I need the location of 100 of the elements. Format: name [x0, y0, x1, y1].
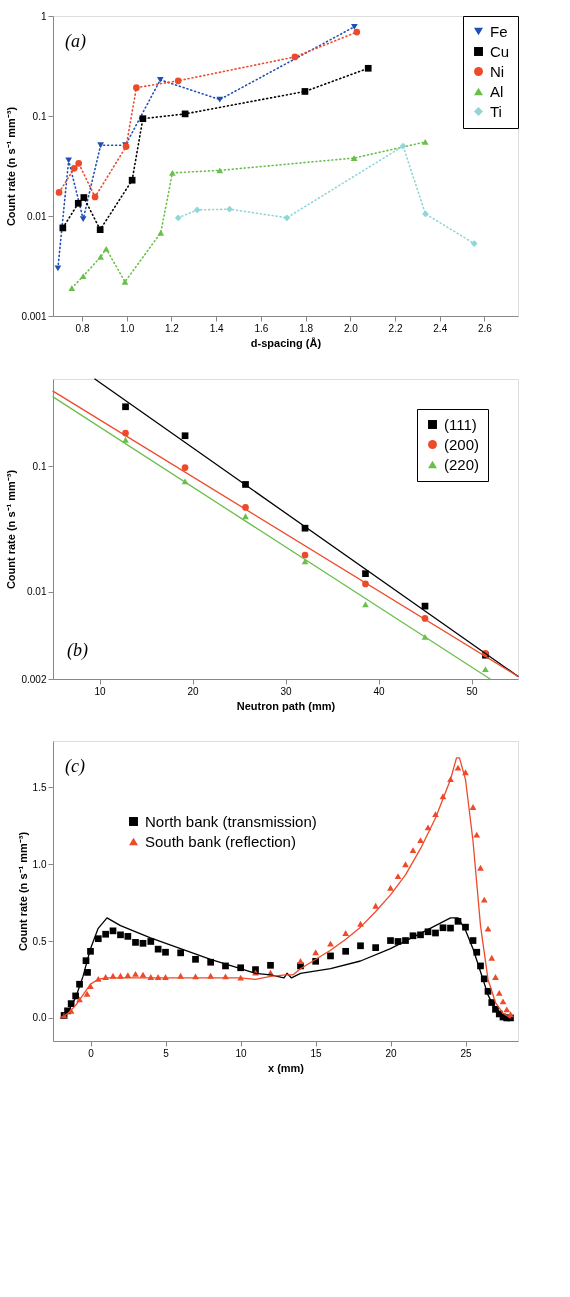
x-tick-label: 10 — [235, 1047, 247, 1059]
point — [147, 938, 155, 945]
y-tick-label: 1.5 — [32, 781, 47, 793]
y-axis-title: Count rate (n s⁻¹ mm⁻³) — [5, 469, 18, 590]
point — [154, 945, 162, 953]
x-tick-label: 1.6 — [254, 322, 269, 334]
point — [417, 837, 424, 843]
x-axis-title: d-spacing (Å) — [250, 336, 322, 349]
point — [80, 194, 88, 201]
annotation: (a) — [65, 31, 86, 52]
x-tick-label: 30 — [280, 685, 292, 697]
point — [157, 229, 165, 236]
y-axis-title: Count rate (n s⁻¹ mm⁻³) — [5, 106, 18, 227]
point — [226, 205, 233, 213]
point — [59, 224, 67, 232]
point — [94, 935, 102, 943]
point — [409, 847, 417, 853]
point — [55, 189, 63, 196]
point — [75, 160, 83, 167]
y-tick-label: 1.0 — [32, 858, 47, 870]
point — [350, 155, 358, 161]
point — [70, 164, 78, 172]
point — [122, 437, 129, 443]
point — [327, 952, 334, 960]
legend-label: (220) — [444, 455, 480, 473]
x-tick-label: 20 — [385, 1047, 397, 1059]
point — [91, 193, 99, 201]
x-axis-title: x (mm) — [267, 1061, 305, 1074]
point — [439, 924, 447, 932]
y-tick-label: 0.0 — [32, 1012, 47, 1024]
point — [470, 240, 478, 247]
x-tick-label: 5 — [163, 1047, 170, 1059]
y-tick-label: 1 — [40, 10, 47, 22]
point — [387, 884, 394, 891]
point — [495, 989, 503, 996]
point — [283, 214, 291, 222]
point — [480, 896, 488, 903]
point — [177, 949, 184, 957]
point — [109, 927, 117, 935]
point — [301, 551, 309, 559]
point — [139, 115, 147, 123]
point — [79, 273, 87, 280]
point — [372, 902, 379, 909]
point — [477, 864, 484, 871]
point — [364, 64, 372, 72]
point — [122, 403, 129, 411]
legend-label: Al — [490, 82, 504, 100]
point — [482, 666, 489, 672]
point — [402, 861, 409, 868]
point — [267, 961, 274, 969]
point — [117, 931, 124, 939]
point — [133, 84, 140, 92]
point — [387, 937, 394, 944]
x-tick-label: 40 — [373, 685, 385, 697]
point — [128, 176, 136, 184]
point — [54, 265, 62, 272]
point — [488, 954, 496, 961]
x-tick-label: 1.2 — [165, 322, 180, 334]
legend-label: Ti — [490, 102, 502, 120]
point — [301, 88, 309, 95]
y-tick-label: 0.002 — [21, 673, 47, 685]
point — [499, 998, 507, 1005]
point — [174, 77, 182, 85]
legend-label: North bank (transmission) — [145, 812, 317, 830]
point — [432, 929, 439, 937]
y-tick-label: 0.001 — [21, 310, 47, 322]
legend-label: Fe — [490, 22, 508, 40]
point — [447, 924, 454, 932]
point — [454, 764, 462, 771]
point — [372, 944, 379, 951]
point — [102, 930, 109, 938]
legend-label: Ni — [490, 62, 505, 80]
x-tick-label: 0 — [88, 1047, 95, 1059]
x-tick-label: 1.8 — [299, 322, 314, 334]
legend-label: (200) — [444, 435, 480, 453]
point — [102, 245, 110, 252]
point — [422, 210, 429, 218]
point — [181, 432, 189, 440]
point — [192, 955, 199, 963]
point — [357, 942, 364, 950]
point — [312, 949, 319, 956]
point — [139, 971, 147, 978]
y-tick-label: 0.01 — [27, 586, 47, 598]
x-tick-label: 1.0 — [120, 322, 135, 334]
point — [353, 28, 361, 36]
point — [216, 167, 224, 174]
point — [484, 925, 492, 932]
legend-label: (111) — [444, 415, 477, 433]
point — [132, 939, 139, 946]
x-tick-label: 2.4 — [433, 322, 448, 334]
point — [351, 23, 358, 30]
point — [242, 513, 249, 520]
point — [97, 142, 104, 149]
point — [503, 1006, 511, 1013]
point — [421, 139, 429, 145]
point — [84, 969, 91, 976]
point — [291, 53, 299, 61]
point — [156, 76, 164, 83]
legend-label: South bank (reflection) — [145, 832, 296, 850]
point — [79, 216, 87, 223]
